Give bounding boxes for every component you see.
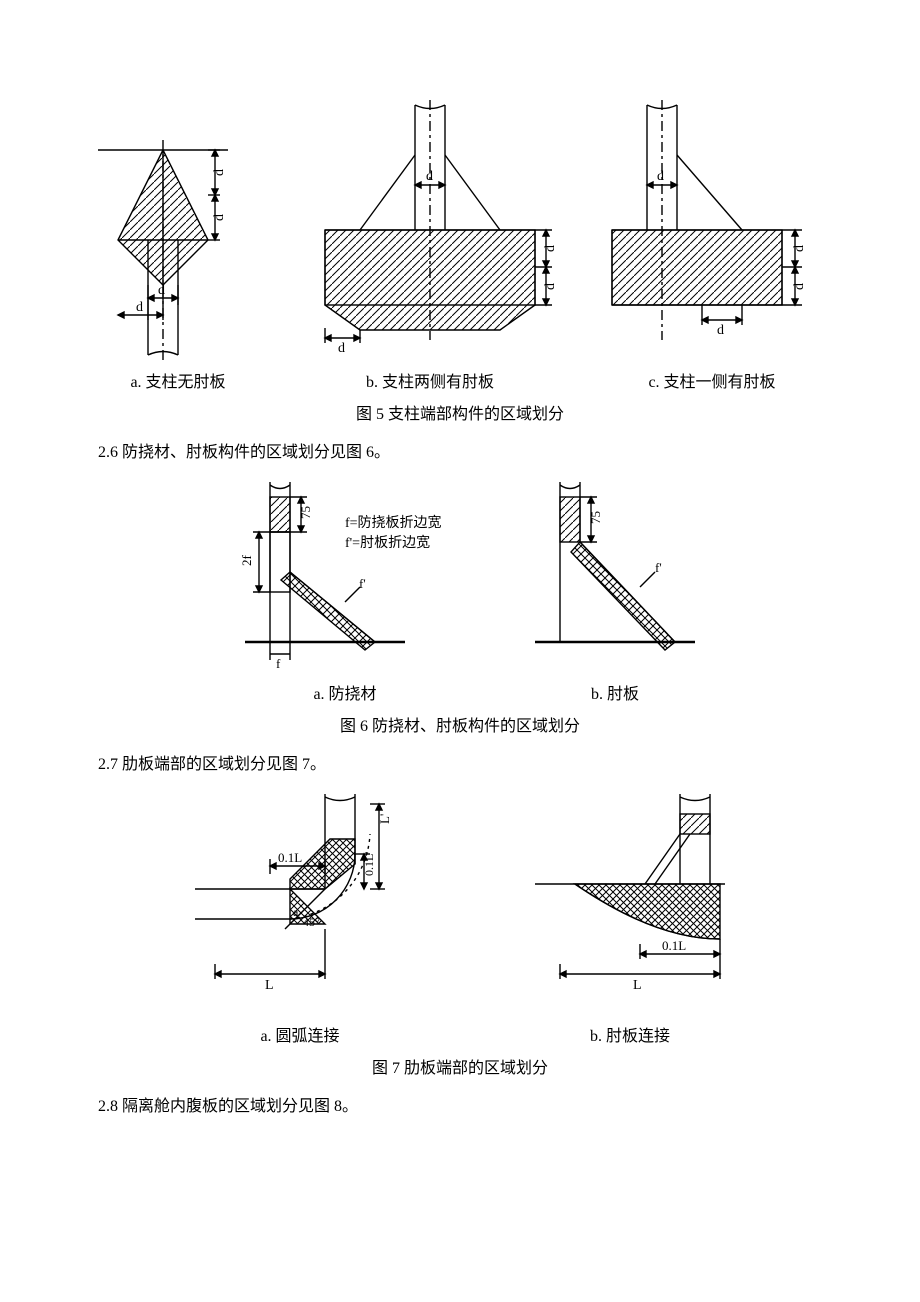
dim-01L: 0.1L <box>662 938 686 953</box>
dim-d: d <box>426 169 433 184</box>
dim-Lp: L' <box>377 814 392 824</box>
fig5b-caption: b. 支柱两侧有肘板 <box>300 368 560 392</box>
figure5-title: 图 5 支柱端部构件的区域划分 <box>98 400 822 424</box>
fig5a-caption: a. 支柱无肘板 <box>98 368 258 392</box>
section-2-6: 2.6 防挠材、肘板构件的区域划分见图 6。 <box>98 438 822 462</box>
figure6-title: 图 6 防挠材、肘板构件的区域划分 <box>98 712 822 736</box>
dim-2f: 2f <box>239 555 254 567</box>
dim-d: d <box>543 245 558 252</box>
dim-a: a <box>293 905 299 919</box>
dim-d: d <box>792 283 807 290</box>
fig7b-svg: 0.1L L <box>515 794 745 1014</box>
figure7-row: 0.1L L a 45° L' 0.1L' a. 圆弧连接 <box>98 794 822 1046</box>
dim-01L: 0.1L <box>278 850 302 865</box>
fig7b-caption: b. 肘板连接 <box>515 1022 745 1046</box>
dim-d: d <box>657 169 664 184</box>
dim-d: d <box>158 283 165 298</box>
note-fprime: f'=肘板折边宽 <box>345 534 430 551</box>
fig7a-svg: 0.1L L a 45° L' 0.1L' <box>175 794 425 1014</box>
dim-d: d <box>792 245 807 252</box>
fig7a-caption: a. 圆弧连接 <box>175 1022 425 1046</box>
dim-45: 45° <box>303 915 320 929</box>
section-2-8: 2.8 隔离舱内腹板的区域划分见图 8。 <box>98 1092 822 1116</box>
fig6b-caption: b. 肘板 <box>525 680 705 704</box>
figure5b: d d d d b. 支柱两侧有肘板 <box>300 100 560 392</box>
fig5c-caption: c. 支柱一侧有肘板 <box>602 368 822 392</box>
figure7b: 0.1L L b. 肘板连接 <box>515 794 745 1046</box>
fig5b-svg: d d d d <box>300 100 560 360</box>
dim-01Lp: 0.1L' <box>362 852 376 877</box>
fig5a-svg: d d d d <box>98 110 258 360</box>
dim-d: d <box>136 300 143 315</box>
dim-L: L <box>265 978 274 993</box>
dim-fprime: f' <box>359 576 366 591</box>
fig6b-svg: 75 f' <box>525 482 705 672</box>
dim-d: d <box>338 341 345 356</box>
figure5c: d d d d c. 支柱一侧有肘板 <box>602 100 822 392</box>
note-f: f=防挠板折边宽 <box>345 514 442 531</box>
dim-d: d <box>212 214 227 221</box>
section-2-7: 2.7 肋板端部的区域划分见图 7。 <box>98 750 822 774</box>
dim-f: f <box>276 656 281 671</box>
figure5a: d d d d a. 支柱无肘板 <box>98 110 258 392</box>
figure6-row: 75 2f f f' f=防挠板折边宽 f'=肘板折边宽 a. 防挠材 <box>98 482 822 704</box>
page-content: d d d d a. 支柱无肘板 <box>0 0 920 1196</box>
figure7-title: 图 7 肋板端部的区域划分 <box>98 1054 822 1078</box>
figure6a: 75 2f f f' f=防挠板折边宽 f'=肘板折边宽 a. 防挠材 <box>215 482 475 704</box>
figure7a: 0.1L L a 45° L' 0.1L' a. 圆弧连接 <box>175 794 425 1046</box>
dim-d: d <box>717 323 724 338</box>
dim-d: d <box>212 169 227 176</box>
fig5c-svg: d d d d <box>602 100 822 360</box>
dim-fprime: f' <box>655 560 662 575</box>
fig6a-caption: a. 防挠材 <box>215 680 475 704</box>
dim-75: 75 <box>298 506 313 519</box>
dim-75: 75 <box>588 511 603 524</box>
figure6b: 75 f' b. 肘板 <box>525 482 705 704</box>
dim-d: d <box>543 283 558 290</box>
figure5-row: d d d d a. 支柱无肘板 <box>98 100 822 392</box>
fig6a-svg: 75 2f f f' f=防挠板折边宽 f'=肘板折边宽 <box>215 482 475 672</box>
dim-L: L <box>633 978 642 993</box>
